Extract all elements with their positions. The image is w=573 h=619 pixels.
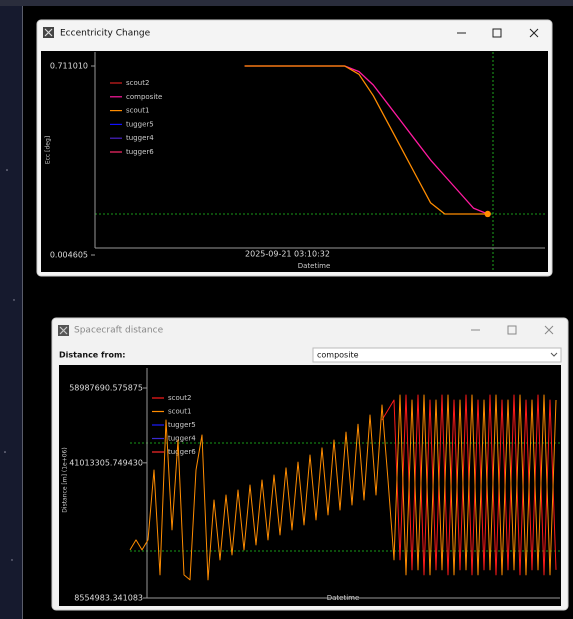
top-strip <box>0 0 573 6</box>
legend-label: composite <box>126 93 162 101</box>
legend-label: tugger4 <box>168 435 196 443</box>
legend-label: tugger5 <box>126 120 154 128</box>
dropdown-value: composite <box>317 351 359 360</box>
window: Eccentricity Change Datetime Ecc [deg] 0… <box>37 20 552 276</box>
plot-canvas <box>41 51 548 272</box>
legend-label: tugger5 <box>168 421 196 429</box>
legend-label: scout1 <box>168 408 191 416</box>
star <box>13 299 14 300</box>
x-axis-label: Datetime <box>298 262 331 270</box>
y-tick-label: 0.711010 <box>50 61 88 70</box>
legend-label: scout2 <box>126 79 149 87</box>
wallpaper-strip <box>0 0 22 619</box>
x-tick-label: 2025-09-21 03:10:32 <box>245 250 330 259</box>
y-tick-label: 41013305.749430 <box>69 458 143 467</box>
star <box>6 169 8 171</box>
star <box>4 451 6 453</box>
legend-label: tugger6 <box>126 148 154 156</box>
x-axis-label: Datetime <box>327 594 360 602</box>
y-tick-label: 8554983.341083 <box>74 594 143 603</box>
plot-canvas <box>59 365 561 606</box>
series-marker <box>485 211 491 217</box>
legend-label: tugger6 <box>168 448 196 456</box>
y-tick-label: 58987690.575875 <box>69 383 143 392</box>
window-title: Eccentricity Change <box>60 29 151 39</box>
desktop: Eccentricity Change Datetime Ecc [deg] 0… <box>0 0 573 619</box>
field-label: Distance from: <box>59 351 125 360</box>
y-axis-label: Distance [m] (1e+06) <box>62 447 69 512</box>
legend-label: scout2 <box>168 394 191 402</box>
window: Spacecraft distance Distance from: compo… <box>52 318 568 610</box>
y-axis-label: Ecc [deg] <box>45 136 52 164</box>
legend-label: scout1 <box>126 107 149 115</box>
legend-label: tugger4 <box>126 134 154 142</box>
y-tick-label: 0.004605 <box>50 250 88 259</box>
star <box>11 559 12 560</box>
window-title: Spacecraft distance <box>74 326 164 336</box>
